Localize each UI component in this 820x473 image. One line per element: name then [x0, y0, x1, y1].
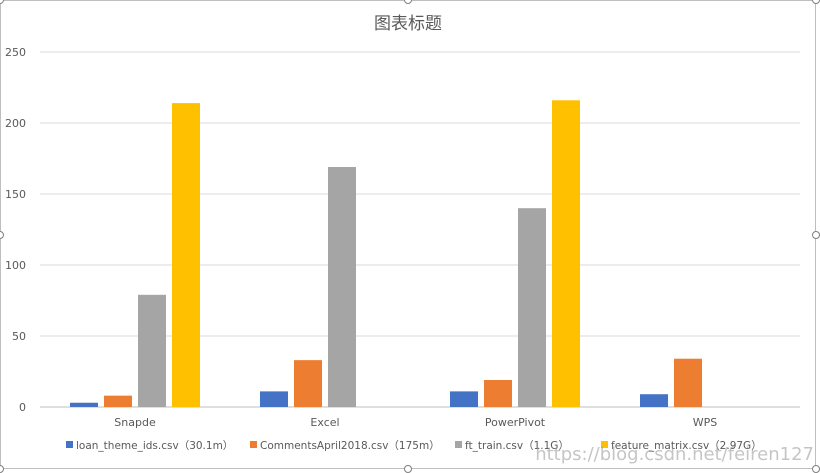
bar[interactable] [450, 391, 478, 407]
gridlines [40, 51, 800, 408]
x-tick-label: Snapde [114, 416, 156, 429]
chart-title[interactable]: 图表标题 [374, 14, 442, 34]
bar[interactable] [484, 380, 512, 407]
bar[interactable] [640, 394, 668, 407]
bar[interactable] [328, 167, 356, 407]
y-tick-label: 150 [5, 188, 26, 201]
bar[interactable] [70, 402, 98, 407]
legend-label: feature_matrix.csv（2.97G） [611, 440, 762, 452]
bar[interactable] [518, 208, 546, 407]
x-tick-label: Excel [310, 416, 339, 429]
bar[interactable] [552, 100, 580, 407]
bars [70, 100, 702, 408]
bar[interactable] [104, 395, 132, 407]
y-tick-label: 50 [12, 330, 26, 343]
bar[interactable] [138, 294, 166, 407]
y-axis-ticks: 0 50 100 150 200 250 [5, 46, 26, 414]
y-tick-label: 100 [5, 259, 26, 272]
bar[interactable] [260, 391, 288, 407]
legend-label: ft_train.csv（1.1G） [465, 440, 569, 452]
legend-label: CommentsApril2018.csv（175m） [260, 440, 440, 452]
legend[interactable]: loan_theme_ids.csv（30.1m） CommentsApril20… [66, 440, 762, 452]
legend-swatch [250, 441, 257, 448]
x-tick-label: PowerPivot [485, 416, 546, 429]
x-axis-ticks: Snapde Excel PowerPivot WPS [114, 416, 717, 429]
legend-swatch [601, 441, 608, 448]
y-tick-label: 0 [19, 401, 26, 414]
x-tick-label: WPS [693, 416, 718, 429]
watermark: https://blog.csdn.net/feiren127 [535, 444, 814, 465]
bar[interactable] [294, 360, 322, 407]
y-tick-label: 250 [5, 46, 26, 59]
legend-label: loan_theme_ids.csv（30.1m） [76, 440, 233, 452]
bar[interactable] [674, 358, 702, 407]
y-tick-label: 200 [5, 117, 26, 130]
legend-swatch [455, 441, 462, 448]
bar[interactable] [172, 103, 200, 408]
legend-swatch [66, 441, 73, 448]
